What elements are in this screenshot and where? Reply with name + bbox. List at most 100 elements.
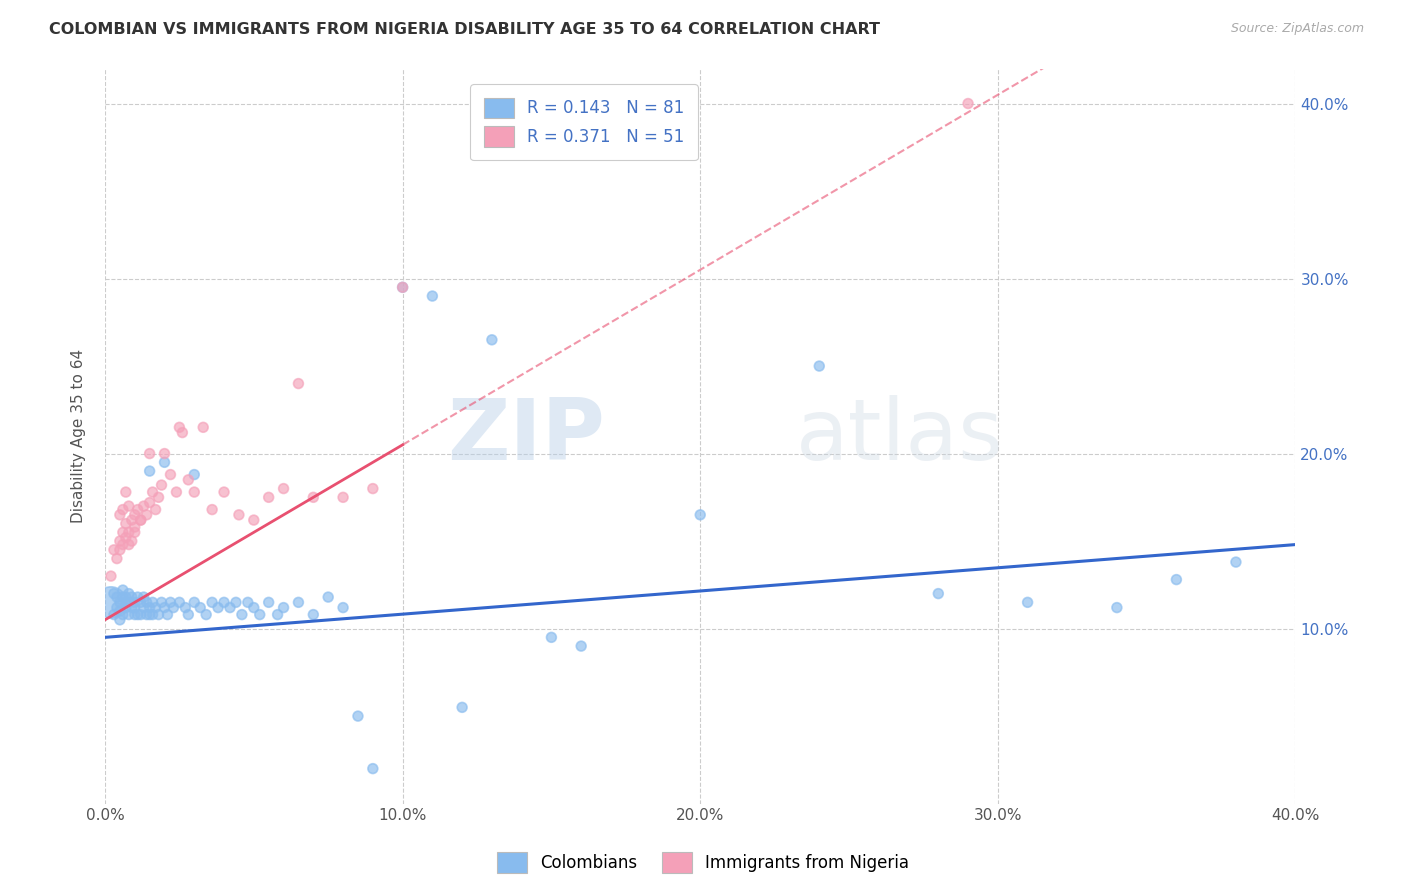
Point xyxy=(138,495,160,509)
Point xyxy=(172,425,194,440)
Point xyxy=(150,478,173,492)
Point xyxy=(361,762,384,776)
Point xyxy=(138,464,160,478)
Point xyxy=(169,420,191,434)
Point xyxy=(153,600,176,615)
Point xyxy=(219,600,242,615)
Point xyxy=(316,590,339,604)
Point xyxy=(127,590,149,604)
Point xyxy=(391,280,413,294)
Point xyxy=(118,595,141,609)
Point xyxy=(135,595,157,609)
Point xyxy=(114,590,136,604)
Point xyxy=(689,508,711,522)
Point xyxy=(132,600,155,615)
Point xyxy=(148,607,170,622)
Point xyxy=(108,534,131,549)
Point xyxy=(207,600,229,615)
Point xyxy=(193,420,215,434)
Point xyxy=(195,607,218,622)
Point xyxy=(103,586,125,600)
Point xyxy=(129,513,152,527)
Point xyxy=(201,595,224,609)
Point xyxy=(121,513,143,527)
Point xyxy=(124,595,146,609)
Point xyxy=(159,467,181,482)
Point xyxy=(249,607,271,622)
Point xyxy=(257,491,280,505)
Point xyxy=(302,491,325,505)
Point xyxy=(1225,555,1247,569)
Point xyxy=(153,455,176,469)
Point xyxy=(108,604,131,618)
Point xyxy=(201,502,224,516)
Point xyxy=(1166,573,1188,587)
Point xyxy=(287,595,309,609)
Point xyxy=(108,542,131,557)
Point xyxy=(451,700,474,714)
Text: Source: ZipAtlas.com: Source: ZipAtlas.com xyxy=(1230,22,1364,36)
Point xyxy=(111,583,134,598)
Point xyxy=(108,508,131,522)
Point xyxy=(105,600,128,615)
Point xyxy=(422,289,444,303)
Point xyxy=(1105,600,1128,615)
Point xyxy=(225,595,247,609)
Point xyxy=(135,508,157,522)
Point xyxy=(124,508,146,522)
Point xyxy=(111,607,134,622)
Point xyxy=(150,595,173,609)
Point xyxy=(273,482,295,496)
Point xyxy=(142,485,165,500)
Legend: Colombians, Immigrants from Nigeria: Colombians, Immigrants from Nigeria xyxy=(489,846,917,880)
Point xyxy=(121,534,143,549)
Point xyxy=(177,473,200,487)
Point xyxy=(142,607,165,622)
Point xyxy=(118,586,141,600)
Point xyxy=(159,595,181,609)
Point xyxy=(169,595,191,609)
Point xyxy=(273,600,295,615)
Point xyxy=(177,607,200,622)
Point xyxy=(183,467,205,482)
Point xyxy=(188,600,211,615)
Point xyxy=(124,607,146,622)
Point xyxy=(118,499,141,513)
Point xyxy=(243,513,266,527)
Y-axis label: Disability Age 35 to 64: Disability Age 35 to 64 xyxy=(72,349,86,523)
Point xyxy=(105,590,128,604)
Point xyxy=(162,600,184,615)
Point xyxy=(132,590,155,604)
Point xyxy=(111,538,134,552)
Point xyxy=(118,525,141,540)
Point xyxy=(111,525,134,540)
Point xyxy=(212,485,235,500)
Point xyxy=(957,96,980,111)
Point xyxy=(129,607,152,622)
Point xyxy=(135,607,157,622)
Point xyxy=(332,600,354,615)
Point xyxy=(114,600,136,615)
Text: ZIP: ZIP xyxy=(447,394,605,477)
Point xyxy=(111,590,134,604)
Point xyxy=(121,590,143,604)
Point xyxy=(132,499,155,513)
Point xyxy=(183,485,205,500)
Point xyxy=(145,502,167,516)
Point xyxy=(142,595,165,609)
Point xyxy=(243,600,266,615)
Point xyxy=(481,333,503,347)
Point xyxy=(114,595,136,609)
Point xyxy=(347,709,370,723)
Point xyxy=(332,491,354,505)
Point xyxy=(118,538,141,552)
Point xyxy=(138,446,160,460)
Point xyxy=(108,595,131,609)
Point xyxy=(114,531,136,545)
Point xyxy=(361,482,384,496)
Point xyxy=(105,551,128,566)
Point xyxy=(1017,595,1039,609)
Text: atlas: atlas xyxy=(796,394,1004,477)
Point xyxy=(103,607,125,622)
Point xyxy=(138,600,160,615)
